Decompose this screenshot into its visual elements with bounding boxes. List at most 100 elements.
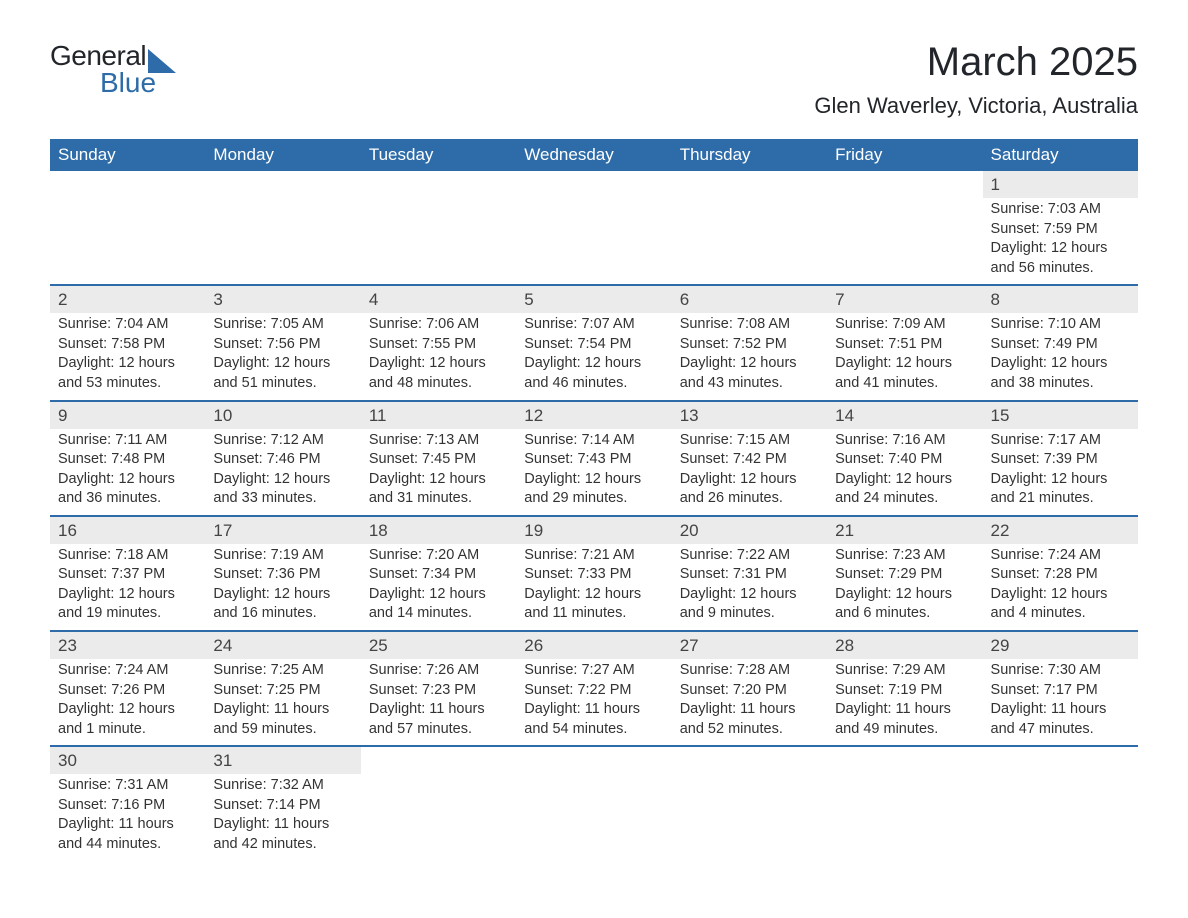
day-number-cell: 20 — [672, 516, 827, 544]
day-content-cell: Sunrise: 7:31 AMSunset: 7:16 PMDaylight:… — [50, 774, 205, 860]
sunset-text: Sunset: 7:26 PM — [58, 681, 197, 701]
daylight-text: Daylight: 12 hours and 19 minutes. — [58, 585, 197, 624]
sunset-text: Sunset: 7:33 PM — [524, 565, 663, 585]
daylight-text: Daylight: 12 hours and 14 minutes. — [369, 585, 508, 624]
sunrise-text: Sunrise: 7:17 AM — [991, 431, 1130, 451]
sunset-text: Sunset: 7:14 PM — [213, 796, 352, 816]
day-number-cell: 28 — [827, 631, 982, 659]
day-number-cell — [827, 746, 982, 774]
sunrise-text: Sunrise: 7:07 AM — [524, 315, 663, 335]
sunrise-text: Sunrise: 7:20 AM — [369, 546, 508, 566]
day-number-cell — [672, 171, 827, 198]
sunrise-text: Sunrise: 7:29 AM — [835, 661, 974, 681]
daylight-text: Daylight: 12 hours and 9 minutes. — [680, 585, 819, 624]
day-content-cell: Sunrise: 7:06 AMSunset: 7:55 PMDaylight:… — [361, 313, 516, 400]
sunset-text: Sunset: 7:42 PM — [680, 450, 819, 470]
daylight-text: Daylight: 12 hours and 33 minutes. — [213, 470, 352, 509]
sunrise-text: Sunrise: 7:11 AM — [58, 431, 197, 451]
day-number-cell: 21 — [827, 516, 982, 544]
daylight-text: Daylight: 11 hours and 47 minutes. — [991, 700, 1130, 739]
day-number-cell — [983, 746, 1138, 774]
daylight-text: Daylight: 11 hours and 49 minutes. — [835, 700, 974, 739]
day-number-cell: 30 — [50, 746, 205, 774]
day-content-cell: Sunrise: 7:24 AMSunset: 7:28 PMDaylight:… — [983, 544, 1138, 631]
sunrise-text: Sunrise: 7:03 AM — [991, 200, 1130, 220]
day-number-cell: 19 — [516, 516, 671, 544]
sunrise-text: Sunrise: 7:19 AM — [213, 546, 352, 566]
day-content-cell: Sunrise: 7:18 AMSunset: 7:37 PMDaylight:… — [50, 544, 205, 631]
week-content-row: Sunrise: 7:31 AMSunset: 7:16 PMDaylight:… — [50, 774, 1138, 860]
sunset-text: Sunset: 7:17 PM — [991, 681, 1130, 701]
daylight-text: Daylight: 12 hours and 46 minutes. — [524, 354, 663, 393]
sunset-text: Sunset: 7:36 PM — [213, 565, 352, 585]
day-number-cell: 9 — [50, 401, 205, 429]
day-number-cell: 27 — [672, 631, 827, 659]
day-number-cell: 29 — [983, 631, 1138, 659]
day-content-cell: Sunrise: 7:09 AMSunset: 7:51 PMDaylight:… — [827, 313, 982, 400]
sunrise-text: Sunrise: 7:31 AM — [58, 776, 197, 796]
day-number-cell: 24 — [205, 631, 360, 659]
day-content-cell — [672, 774, 827, 860]
day-content-cell: Sunrise: 7:08 AMSunset: 7:52 PMDaylight:… — [672, 313, 827, 400]
day-content-cell: Sunrise: 7:20 AMSunset: 7:34 PMDaylight:… — [361, 544, 516, 631]
daylight-text: Daylight: 12 hours and 6 minutes. — [835, 585, 974, 624]
page-header: General Blue March 2025 Glen Waverley, V… — [50, 40, 1138, 119]
day-content-cell: Sunrise: 7:26 AMSunset: 7:23 PMDaylight:… — [361, 659, 516, 746]
day-number-cell — [361, 746, 516, 774]
day-number-cell: 26 — [516, 631, 671, 659]
day-content-cell: Sunrise: 7:07 AMSunset: 7:54 PMDaylight:… — [516, 313, 671, 400]
sunset-text: Sunset: 7:34 PM — [369, 565, 508, 585]
day-content-cell: Sunrise: 7:24 AMSunset: 7:26 PMDaylight:… — [50, 659, 205, 746]
sunset-text: Sunset: 7:56 PM — [213, 335, 352, 355]
sunset-text: Sunset: 7:19 PM — [835, 681, 974, 701]
sunset-text: Sunset: 7:25 PM — [213, 681, 352, 701]
sunset-text: Sunset: 7:39 PM — [991, 450, 1130, 470]
sunset-text: Sunset: 7:46 PM — [213, 450, 352, 470]
day-content-cell: Sunrise: 7:12 AMSunset: 7:46 PMDaylight:… — [205, 429, 360, 516]
sunrise-text: Sunrise: 7:10 AM — [991, 315, 1130, 335]
daylight-text: Daylight: 12 hours and 11 minutes. — [524, 585, 663, 624]
sunrise-text: Sunrise: 7:28 AM — [680, 661, 819, 681]
sunrise-text: Sunrise: 7:09 AM — [835, 315, 974, 335]
day-content-cell: Sunrise: 7:03 AMSunset: 7:59 PMDaylight:… — [983, 198, 1138, 285]
week-daynum-row: 23242526272829 — [50, 631, 1138, 659]
day-content-cell: Sunrise: 7:23 AMSunset: 7:29 PMDaylight:… — [827, 544, 982, 631]
sunrise-text: Sunrise: 7:13 AM — [369, 431, 508, 451]
day-content-cell: Sunrise: 7:17 AMSunset: 7:39 PMDaylight:… — [983, 429, 1138, 516]
day-number-cell: 14 — [827, 401, 982, 429]
day-content-cell — [827, 774, 982, 860]
week-daynum-row: 9101112131415 — [50, 401, 1138, 429]
day-content-cell — [361, 198, 516, 285]
day-content-cell — [361, 774, 516, 860]
sunrise-text: Sunrise: 7:24 AM — [991, 546, 1130, 566]
day-number-cell: 13 — [672, 401, 827, 429]
day-number-cell: 16 — [50, 516, 205, 544]
weekday-header: Wednesday — [516, 139, 671, 171]
day-content-cell: Sunrise: 7:16 AMSunset: 7:40 PMDaylight:… — [827, 429, 982, 516]
daylight-text: Daylight: 12 hours and 36 minutes. — [58, 470, 197, 509]
sunrise-text: Sunrise: 7:24 AM — [58, 661, 197, 681]
daylight-text: Daylight: 12 hours and 29 minutes. — [524, 470, 663, 509]
sunset-text: Sunset: 7:28 PM — [991, 565, 1130, 585]
sunset-text: Sunset: 7:49 PM — [991, 335, 1130, 355]
sunset-text: Sunset: 7:45 PM — [369, 450, 508, 470]
day-content-cell: Sunrise: 7:27 AMSunset: 7:22 PMDaylight:… — [516, 659, 671, 746]
day-number-cell — [361, 171, 516, 198]
sunset-text: Sunset: 7:22 PM — [524, 681, 663, 701]
day-content-cell: Sunrise: 7:25 AMSunset: 7:25 PMDaylight:… — [205, 659, 360, 746]
daylight-text: Daylight: 11 hours and 52 minutes. — [680, 700, 819, 739]
sunset-text: Sunset: 7:55 PM — [369, 335, 508, 355]
day-content-cell: Sunrise: 7:05 AMSunset: 7:56 PMDaylight:… — [205, 313, 360, 400]
week-daynum-row: 16171819202122 — [50, 516, 1138, 544]
daylight-text: Daylight: 11 hours and 42 minutes. — [213, 815, 352, 854]
sunrise-text: Sunrise: 7:12 AM — [213, 431, 352, 451]
daylight-text: Daylight: 12 hours and 31 minutes. — [369, 470, 508, 509]
sunrise-text: Sunrise: 7:15 AM — [680, 431, 819, 451]
month-title: March 2025 — [814, 40, 1138, 85]
weekday-header: Saturday — [983, 139, 1138, 171]
sunrise-text: Sunrise: 7:25 AM — [213, 661, 352, 681]
logo-text-blue: Blue — [100, 67, 176, 99]
sunrise-text: Sunrise: 7:14 AM — [524, 431, 663, 451]
day-number-cell: 23 — [50, 631, 205, 659]
week-content-row: Sunrise: 7:04 AMSunset: 7:58 PMDaylight:… — [50, 313, 1138, 400]
